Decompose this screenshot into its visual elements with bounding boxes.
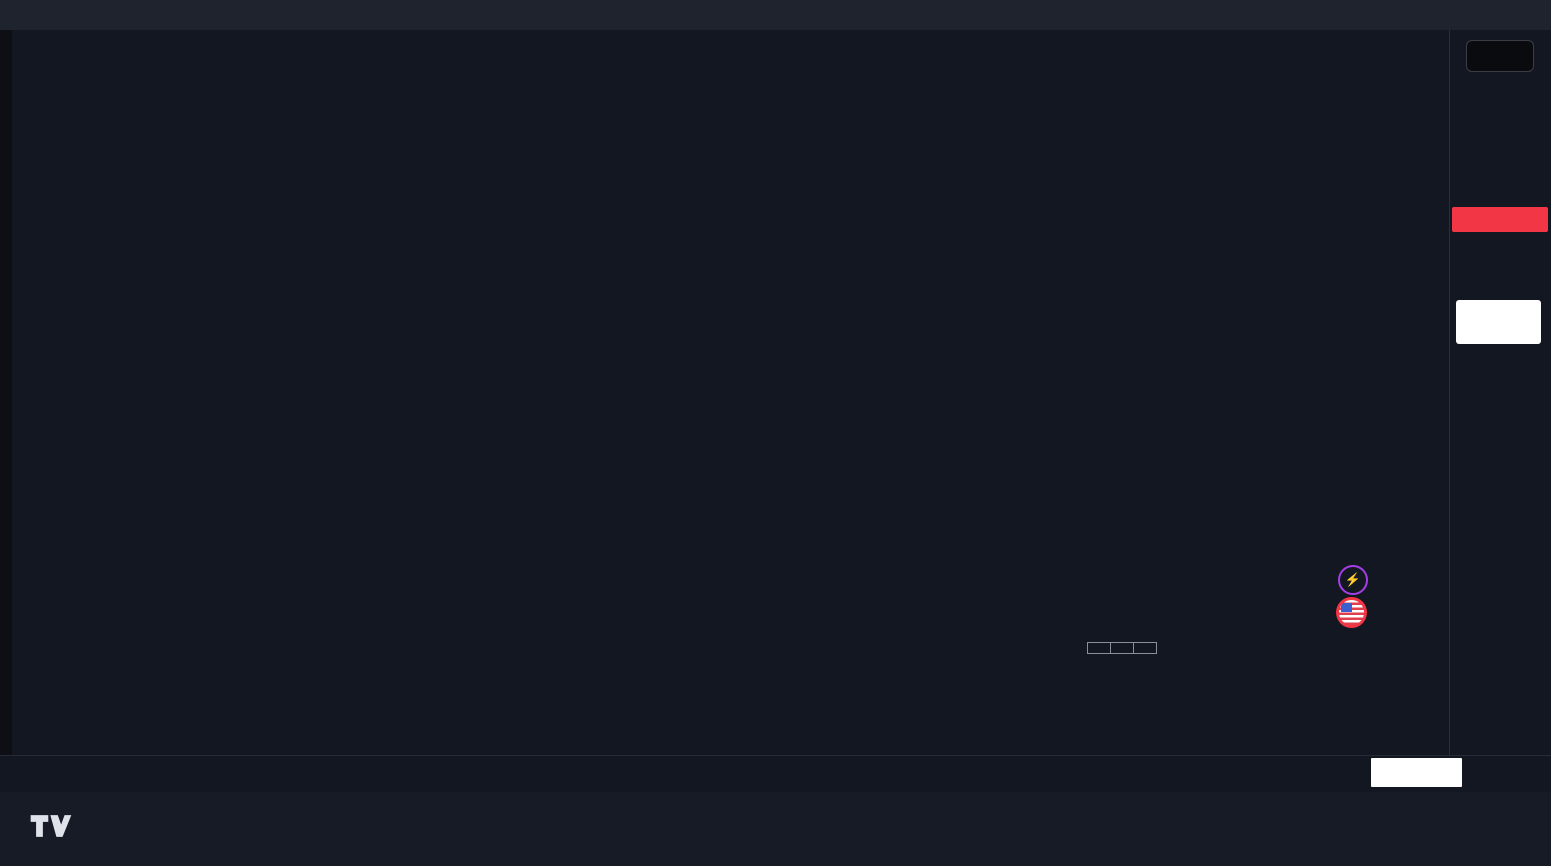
- rsi-status-badges: [1087, 642, 1157, 654]
- last-price-badge: [1456, 300, 1541, 344]
- adx-value-badge: [1110, 642, 1134, 654]
- strategy-indicator-row[interactable]: [22, 88, 38, 104]
- rsi-value-badge: [1087, 642, 1111, 654]
- time-axis[interactable]: [0, 755, 1551, 793]
- footer-bar: [0, 792, 1551, 866]
- volume-indicator-row[interactable]: [22, 67, 30, 83]
- flag-canton: [1341, 603, 1352, 612]
- chart-region[interactable]: ⚡: [0, 30, 1551, 755]
- price-axis-separator: [1449, 30, 1450, 755]
- action-badge: [1133, 642, 1157, 654]
- price-chart-canvas[interactable]: [0, 30, 1551, 755]
- currency-toggle-button[interactable]: [1466, 40, 1534, 72]
- lightning-event-icon[interactable]: ⚡: [1338, 565, 1368, 595]
- crosshair-date-badge: [1371, 758, 1462, 787]
- export-topbar: [0, 0, 1551, 30]
- crosshair-price-badge: [1452, 207, 1548, 232]
- rsi-pane-header[interactable]: [22, 640, 40, 656]
- symbol-header[interactable]: [22, 45, 50, 62]
- left-margin: [0, 30, 12, 755]
- tradingview-logo-icon: [30, 815, 72, 837]
- us-flag-event-icon[interactable]: [1337, 598, 1366, 627]
- tradingview-logo[interactable]: [30, 807, 84, 845]
